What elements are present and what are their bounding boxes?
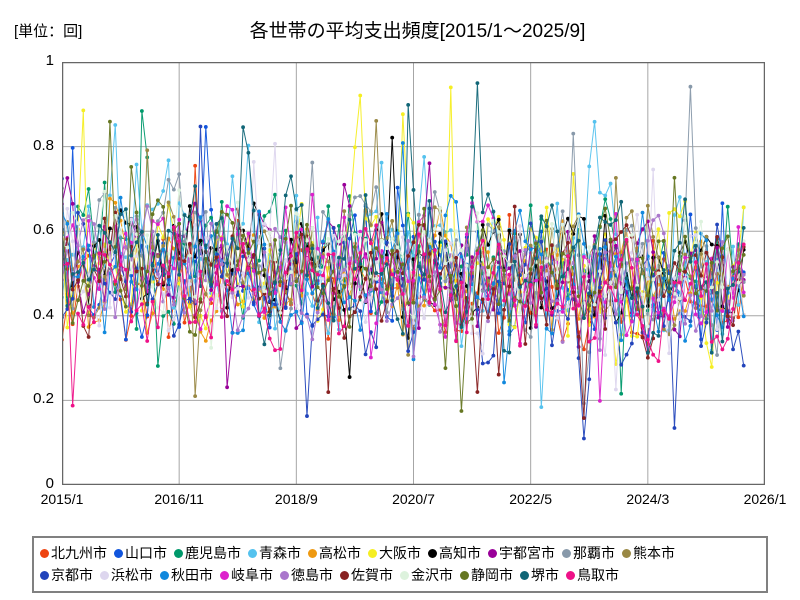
legend-marker-icon xyxy=(40,570,49,580)
y-tick-label: 0.2 xyxy=(33,390,54,408)
series-layer xyxy=(62,81,746,441)
legend-marker-icon xyxy=(566,570,575,580)
plot-frame xyxy=(62,62,765,485)
page-title: 各世帯の平均支出頻度[2015/1〜2025/9] xyxy=(249,21,586,42)
legend-marker-icon xyxy=(460,570,469,580)
legend-item[interactable]: 秋田市 xyxy=(160,568,213,582)
legend-marker-icon xyxy=(220,570,229,580)
legend-marker-icon xyxy=(488,548,497,558)
legend-item[interactable]: 大阪市 xyxy=(368,546,421,560)
legend-label: 佐賀市 xyxy=(351,567,393,583)
legend-marker-icon xyxy=(100,570,109,580)
legend-label: 北九州市 xyxy=(51,545,107,561)
legend-marker-icon xyxy=(428,548,437,558)
legend-item[interactable]: 北九州市 xyxy=(40,546,107,560)
x-tick-label: 2015/1 xyxy=(40,491,84,507)
legend-item[interactable]: 青森市 xyxy=(248,546,301,560)
legend-label: 静岡市 xyxy=(471,567,513,583)
legend-item[interactable]: 熊本市 xyxy=(622,546,675,560)
legend-item[interactable]: 岐阜市 xyxy=(220,568,273,582)
legend-item[interactable]: 堺市 xyxy=(520,568,559,582)
legend-label: 金沢市 xyxy=(411,567,453,583)
x-tick-label: 2020/7 xyxy=(392,491,435,507)
chart-svg xyxy=(62,62,765,485)
y-tick-label: 0.4 xyxy=(33,305,54,323)
legend-label: 大阪市 xyxy=(379,545,421,561)
legend-label: 浜松市 xyxy=(111,567,153,583)
y-tick-label: 1 xyxy=(45,52,54,69)
legend-item[interactable]: 鹿児島市 xyxy=(174,546,241,560)
legend-label: 山口市 xyxy=(125,545,167,561)
legend-item[interactable]: 鳥取市 xyxy=(566,568,619,582)
legend-label: 京都市 xyxy=(51,567,93,583)
legend-marker-icon xyxy=(368,548,377,558)
x-tick-label: 2018/9 xyxy=(274,491,318,507)
y-tick-label: 0.8 xyxy=(33,136,54,154)
y-tick-label: 0 xyxy=(45,475,54,492)
legend-marker-icon xyxy=(622,548,631,558)
legend-item[interactable]: 那覇市 xyxy=(562,546,615,560)
legend-marker-icon xyxy=(174,548,183,558)
legend-item[interactable]: 宇都宮市 xyxy=(488,546,555,560)
legend-label: 岐阜市 xyxy=(231,567,273,583)
legend-item[interactable]: 金沢市 xyxy=(400,568,453,582)
legend-marker-icon xyxy=(248,548,257,558)
y-tick-label: 0.6 xyxy=(33,221,54,239)
legend-marker-icon xyxy=(114,548,123,558)
legend-item[interactable]: 静岡市 xyxy=(460,568,513,582)
legend-item[interactable]: 山口市 xyxy=(114,546,167,560)
legend-marker-icon xyxy=(400,570,409,580)
unit-label: [単位：回] xyxy=(14,23,83,40)
x-tick-label: 2016/11 xyxy=(154,491,204,507)
legend-marker-icon xyxy=(340,570,349,580)
x-tick-label: 2026/1 xyxy=(743,491,787,507)
legend-label: 高知市 xyxy=(439,545,481,561)
chart-legend: 北九州市 山口市 鹿児島市 青森市 高松市 大阪市 高知市 宇都宮市 那覇市 熊本市京都市 浜松市 秋… xyxy=(32,536,768,593)
legend-label: 青森市 xyxy=(259,545,301,561)
legend-item[interactable]: 高知市 xyxy=(428,546,481,560)
x-tick-label: 2022/5 xyxy=(509,491,553,507)
legend-marker-icon xyxy=(160,570,169,580)
legend-label: 鹿児島市 xyxy=(185,545,241,561)
data-series xyxy=(62,223,746,408)
legend-label: 宇都宮市 xyxy=(499,545,555,561)
legend-item[interactable]: 京都市 xyxy=(40,568,93,582)
legend-label: 高松市 xyxy=(319,545,361,561)
legend-row: 京都市 浜松市 秋田市 岐阜市 徳島市 佐賀市 金沢市 静岡市 堺市 鳥取市 xyxy=(40,564,760,586)
plot-area xyxy=(62,62,765,485)
legend-marker-icon xyxy=(280,570,289,580)
legend-marker-icon xyxy=(520,570,529,580)
legend-item[interactable]: 浜松市 xyxy=(100,568,153,582)
legend-marker-icon xyxy=(40,548,49,558)
legend-label: 那覇市 xyxy=(573,545,615,561)
legend-label: 徳島市 xyxy=(291,567,333,583)
legend-marker-icon xyxy=(308,548,317,558)
legend-marker-icon xyxy=(562,548,571,558)
legend-item[interactable]: 高松市 xyxy=(308,546,361,560)
legend-label: 秋田市 xyxy=(171,567,213,583)
legend-label: 堺市 xyxy=(531,567,559,583)
legend-label: 鳥取市 xyxy=(577,567,619,583)
x-tick-label: 2024/3 xyxy=(626,491,670,507)
legend-label: 熊本市 xyxy=(633,545,675,561)
legend-item[interactable]: 佐賀市 xyxy=(340,568,393,582)
legend-row: 北九州市 山口市 鹿児島市 青森市 高松市 大阪市 高知市 宇都宮市 那覇市 熊本市 xyxy=(40,542,760,564)
legend-item[interactable]: 徳島市 xyxy=(280,568,333,582)
